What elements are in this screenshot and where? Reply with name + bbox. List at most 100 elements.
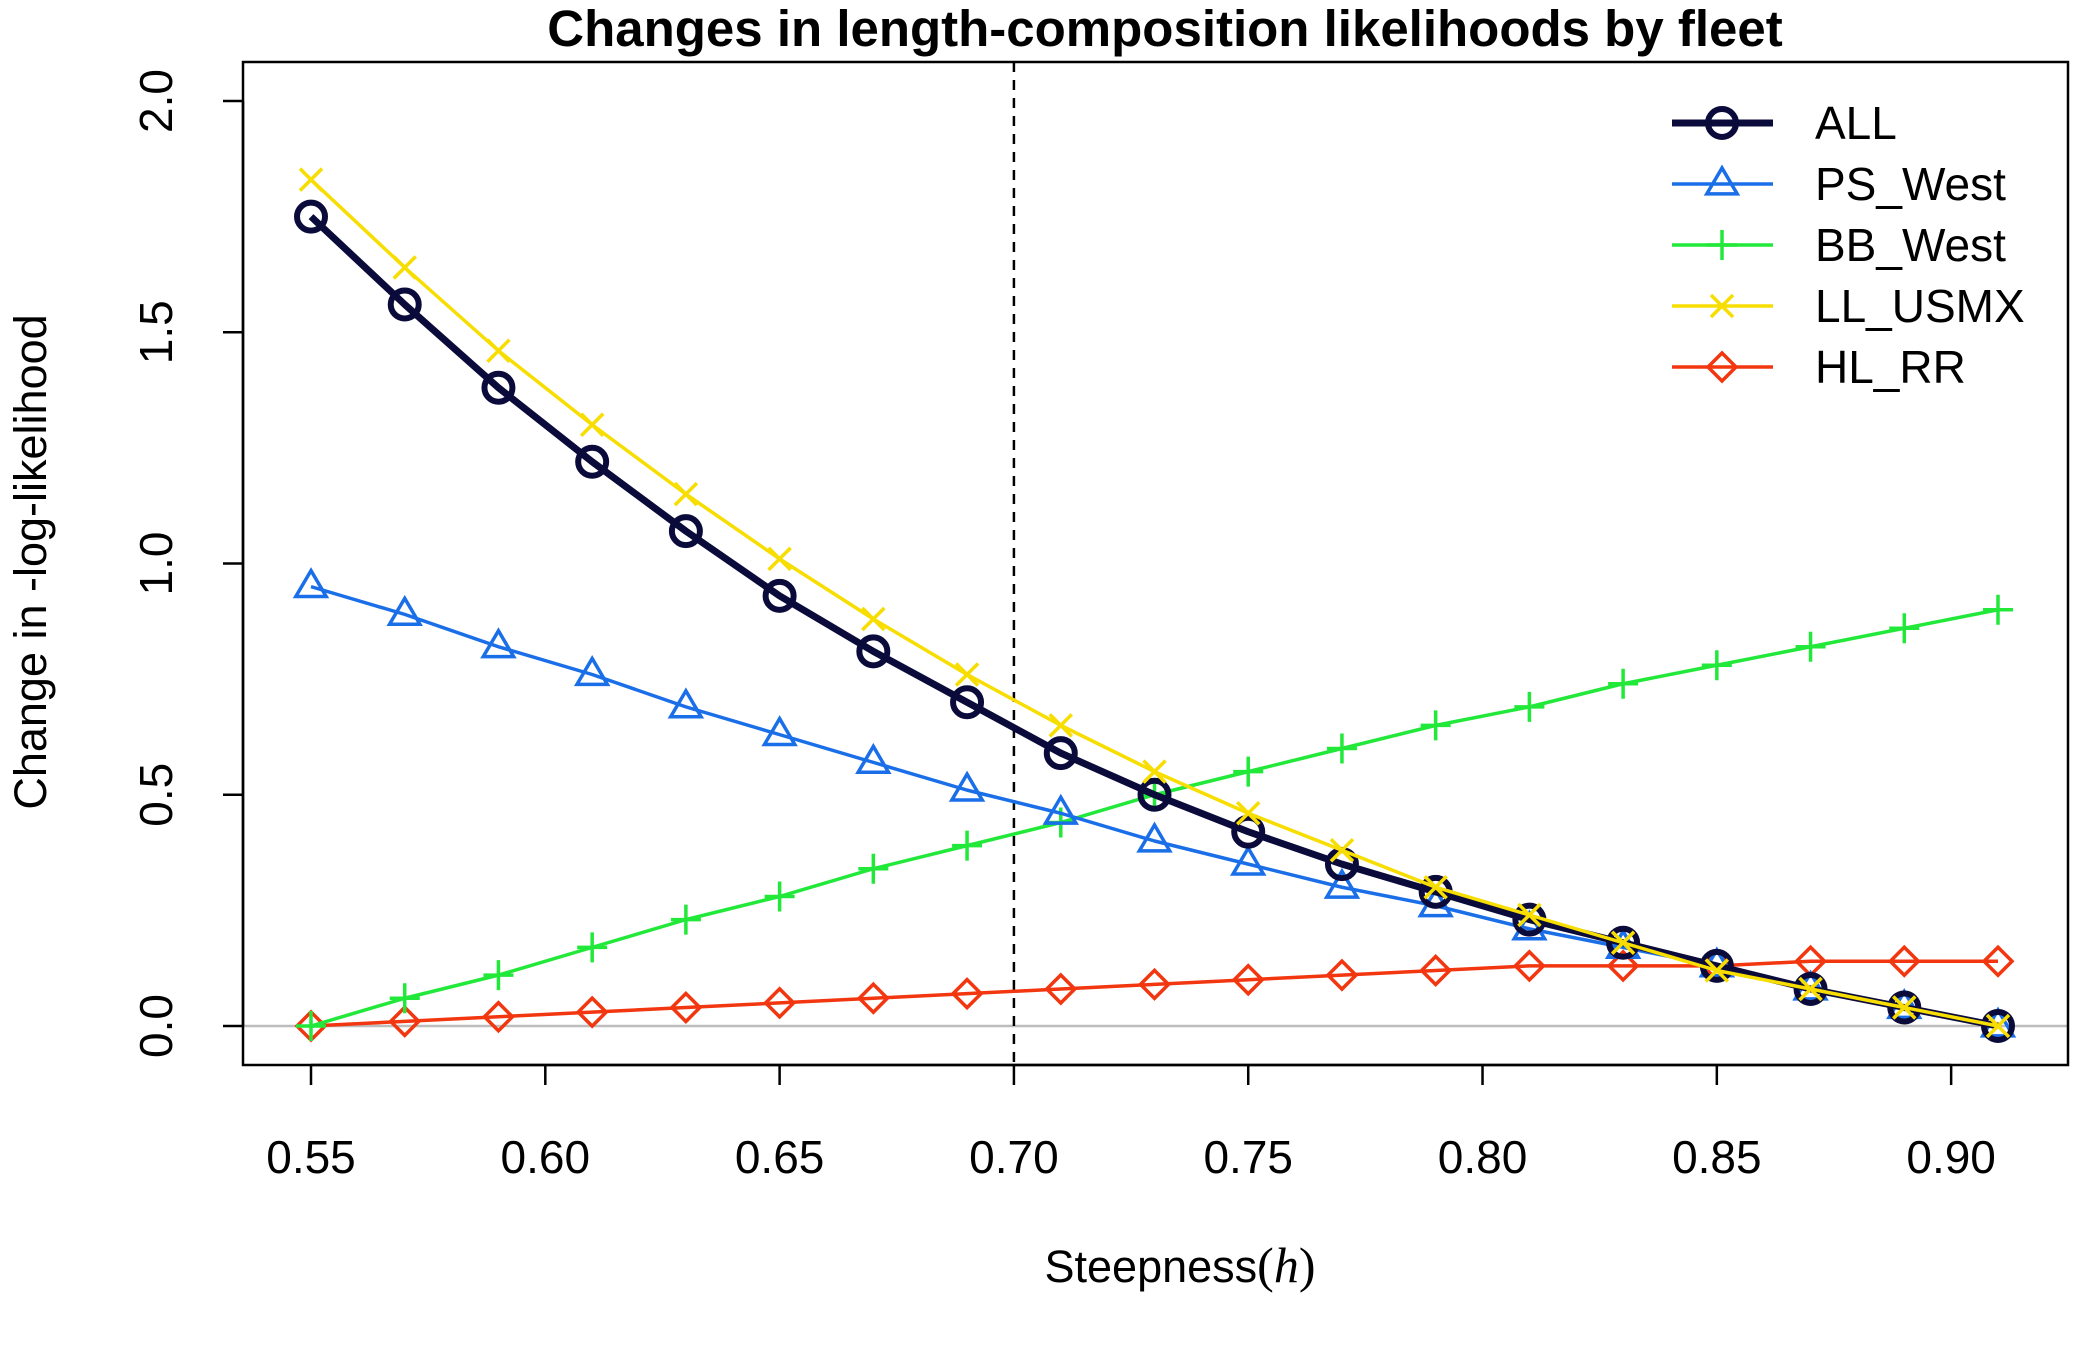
legend-marker-hl-rr bbox=[1705, 350, 1739, 384]
data-point-all bbox=[575, 444, 610, 479]
data-point-all bbox=[387, 287, 422, 322]
data-point-ps-west bbox=[1136, 821, 1173, 853]
data-point-hl-rr bbox=[1512, 949, 1546, 983]
data-point-ll-usmx bbox=[767, 546, 792, 572]
data-point-hl-rr bbox=[388, 1004, 422, 1038]
x-tick-label: 0.80 bbox=[1438, 1131, 1528, 1183]
data-point-bb-west bbox=[1233, 756, 1264, 787]
data-point-ll-usmx bbox=[954, 662, 980, 687]
data-point-bb-west bbox=[296, 1011, 326, 1041]
y-tick-label: 1.5 bbox=[130, 300, 182, 364]
series-line-all bbox=[308, 214, 1999, 1030]
data-point-all bbox=[1793, 972, 1828, 1006]
data-point-hl-rr bbox=[763, 986, 797, 1020]
legend-marker-all bbox=[1705, 106, 1739, 140]
data-point-ps-west bbox=[386, 594, 423, 627]
data-point-ll-usmx bbox=[298, 167, 324, 192]
x-axis-title-text: Steepness bbox=[1045, 1241, 1258, 1292]
data-point-ps-west bbox=[1229, 844, 1267, 876]
data-point-bb-west bbox=[670, 904, 701, 935]
legend-marker-ll-usmx bbox=[1709, 293, 1735, 319]
data-point-ps-west bbox=[1511, 909, 1548, 941]
data-point-ll-usmx bbox=[392, 255, 417, 280]
x-axis: 0.55 0.60 0.65 0.70 0.75 0.80 0.85 0.90 bbox=[266, 1063, 1996, 1183]
data-point-ll-usmx bbox=[1798, 976, 1823, 1002]
data-point-all bbox=[1887, 990, 1922, 1025]
legend-marker-bb-west bbox=[1707, 230, 1737, 260]
chart-title: Changes in length-composition likelihood… bbox=[547, 0, 1782, 57]
x-tick-label: 0.60 bbox=[501, 1131, 591, 1183]
data-point-hl-rr bbox=[481, 1000, 515, 1034]
legend-item-hl-rr: HL_RR bbox=[1672, 341, 1966, 393]
series-ll-usmx bbox=[298, 167, 2011, 1039]
data-point-all bbox=[1043, 736, 1078, 771]
x-axis-title-close-paren: ) bbox=[1299, 1237, 1316, 1293]
data-point-all bbox=[1606, 925, 1641, 960]
legend-label-bb-west: BB_West bbox=[1815, 219, 2006, 271]
legend-item-ps-west: PS_West bbox=[1672, 158, 2006, 210]
data-point-all bbox=[294, 199, 328, 234]
data-point-ps-west bbox=[948, 770, 986, 802]
data-point-bb-west bbox=[1608, 668, 1639, 699]
data-point-bb-west bbox=[1701, 650, 1732, 681]
legend-item-ll-usmx: LL_USMX bbox=[1672, 280, 2025, 332]
x-axis-title-symbol: h bbox=[1274, 1237, 1299, 1293]
x-axis-title-open-paren: ( bbox=[1257, 1237, 1274, 1293]
data-point-ll-usmx bbox=[1610, 930, 1636, 955]
data-point-bb-west bbox=[389, 983, 420, 1014]
data-point-ll-usmx bbox=[1892, 995, 1917, 1020]
data-point-all bbox=[950, 685, 985, 720]
data-point-ll-usmx bbox=[1423, 875, 1448, 900]
data-point-hl-rr bbox=[950, 977, 984, 1011]
data-point-all bbox=[1231, 814, 1266, 849]
data-point-all bbox=[762, 578, 797, 613]
data-point-hl-rr bbox=[1419, 954, 1453, 987]
x-tick-label: 0.70 bbox=[969, 1131, 1059, 1183]
data-point-all bbox=[1137, 777, 1172, 812]
data-point-bb-west bbox=[577, 932, 608, 963]
y-tick-label: 0.0 bbox=[130, 994, 182, 1058]
data-point-ll-usmx bbox=[1048, 713, 1074, 738]
data-point-hl-rr bbox=[1138, 967, 1171, 1001]
y-tick-label: 1.0 bbox=[130, 532, 182, 596]
data-point-bb-west bbox=[1889, 613, 1920, 644]
data-point-hl-rr bbox=[669, 991, 703, 1024]
data-point-ll-usmx bbox=[1985, 1013, 2011, 1039]
data-point-hl-rr bbox=[1325, 958, 1359, 992]
data-point-hl-rr bbox=[1981, 944, 2015, 978]
data-point-ll-usmx bbox=[861, 606, 886, 632]
data-point-all bbox=[1981, 1009, 2015, 1043]
data-point-ps-west bbox=[292, 567, 330, 599]
data-point-bb-west bbox=[952, 830, 983, 861]
data-point-ps-west bbox=[480, 627, 517, 659]
data-point-bb-west bbox=[764, 881, 795, 912]
data-point-bb-west bbox=[1983, 594, 2013, 625]
data-point-ps-west bbox=[1323, 867, 1361, 899]
data-point-bb-west bbox=[1514, 691, 1545, 722]
data-point-ll-usmx bbox=[486, 338, 511, 363]
data-point-ll-usmx bbox=[1704, 958, 1730, 983]
x-tick-label: 0.55 bbox=[266, 1131, 356, 1183]
series-layer bbox=[292, 167, 2017, 1043]
data-point-ll-usmx bbox=[1329, 838, 1355, 863]
data-point-ps-west bbox=[573, 655, 611, 687]
legend: ALL PS_West BB_West LL_USMX HL_RR bbox=[1672, 97, 2025, 393]
legend-label-ps-west: PS_West bbox=[1815, 158, 2006, 210]
legend-item-bb-west: BB_West bbox=[1672, 219, 2006, 271]
y-axis-title: Change in -log-likelihood bbox=[5, 314, 56, 809]
data-point-ps-west bbox=[1042, 793, 1080, 825]
data-point-hl-rr bbox=[856, 981, 890, 1015]
x-tick-label: 0.90 bbox=[1906, 1131, 1996, 1183]
data-point-hl-rr bbox=[1231, 963, 1265, 997]
data-point-ps-west bbox=[761, 715, 798, 747]
y-axis: 0.0 0.5 1.0 1.5 2.0 bbox=[130, 69, 245, 1058]
data-point-all bbox=[668, 514, 703, 549]
data-point-ps-west bbox=[667, 687, 705, 719]
data-point-ll-usmx bbox=[1142, 759, 1167, 784]
data-point-bb-west bbox=[483, 960, 514, 991]
data-point-hl-rr bbox=[1044, 972, 1078, 1006]
data-point-ps-west bbox=[855, 742, 892, 775]
legend-label-hl-rr: HL_RR bbox=[1815, 341, 1966, 393]
data-point-hl-rr bbox=[1606, 949, 1640, 983]
